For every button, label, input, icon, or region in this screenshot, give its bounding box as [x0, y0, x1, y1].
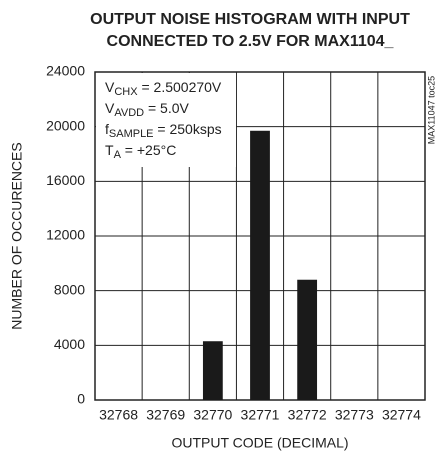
y-tick-label: 4000	[54, 336, 85, 352]
annotation: VAVDD = 5.0V	[105, 100, 190, 119]
annotation-rest: = 2.500270V	[138, 79, 222, 95]
annotation-main: V	[105, 100, 115, 116]
annotation-main: f	[105, 121, 109, 137]
chart-title: OUTPUT NOISE HISTOGRAM WITH INPUT	[90, 11, 410, 28]
legend-box	[96, 73, 236, 167]
annotation-rest: = 250ksps	[154, 121, 222, 137]
x-tick-label: 32772	[288, 407, 327, 423]
annotation-main: V	[105, 79, 115, 95]
x-tick-label: 32773	[335, 407, 374, 423]
side-note: MAX11047 toc25	[426, 76, 436, 144]
bar	[297, 279, 318, 400]
annotation-sub: CHX	[114, 86, 138, 98]
y-tick-label: 0	[77, 391, 85, 407]
bar	[202, 341, 223, 400]
y-tick-label: 16000	[46, 172, 85, 188]
x-tick-label: 32768	[99, 407, 138, 423]
y-tick-label: 20000	[46, 117, 85, 133]
annotation-rest: = +25°C	[121, 142, 176, 158]
chart-title: CONNECTED TO 2.5V FOR MAX1104_	[107, 33, 395, 50]
y-tick-label: 24000	[46, 63, 85, 79]
y-axis-label: NUMBER OF OCCURENCES	[9, 142, 25, 329]
x-tick-label: 32770	[193, 407, 232, 423]
x-tick-label: 32771	[241, 407, 280, 423]
bar	[250, 130, 270, 400]
annotation-sub: SAMPLE	[109, 128, 154, 140]
annotation-main: T	[105, 142, 114, 158]
annotation: fSAMPLE = 250ksps	[105, 121, 222, 140]
x-axis-label: OUTPUT CODE (DECIMAL)	[171, 435, 348, 451]
y-tick-label: 8000	[54, 281, 85, 297]
annotation: TA = +25°C	[105, 142, 176, 161]
annotation-sub: AVDD	[114, 107, 144, 119]
annotation-sub: A	[114, 149, 122, 161]
annotation: VCHX = 2.500270V	[105, 79, 222, 98]
x-tick-label: 32774	[382, 407, 421, 423]
x-tick-label: 32769	[146, 407, 185, 423]
annotation-rest: = 5.0V	[144, 100, 189, 116]
y-tick-label: 12000	[46, 227, 85, 243]
